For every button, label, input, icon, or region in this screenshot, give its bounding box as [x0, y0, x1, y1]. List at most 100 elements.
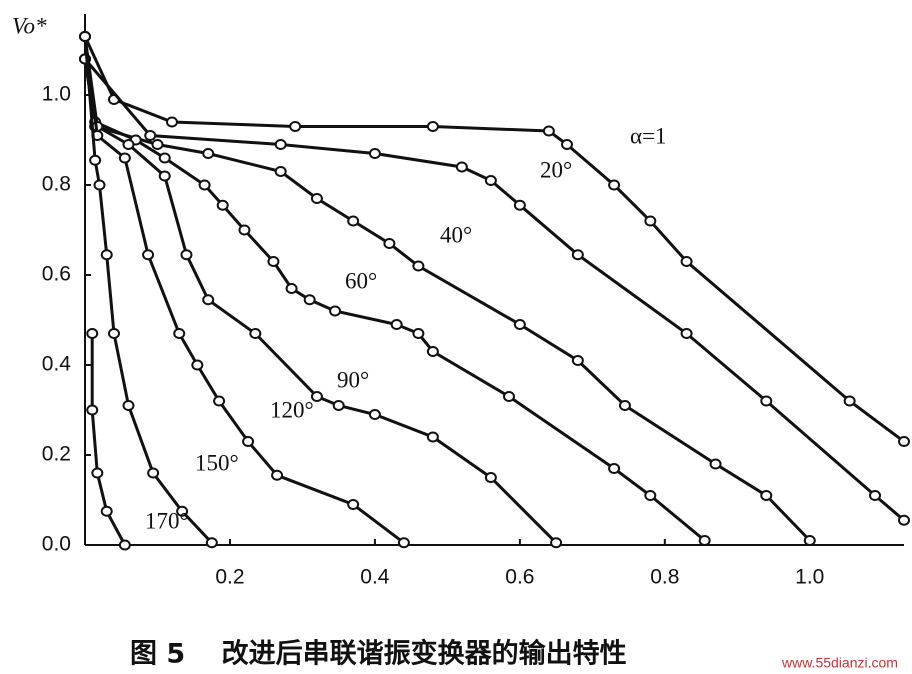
data-point: [898, 514, 910, 526]
curve-label: 20°: [540, 157, 572, 182]
data-point: [93, 179, 106, 191]
curve-label: 60°: [345, 268, 377, 293]
y-tick-label: 0.8: [42, 173, 71, 196]
data-point: [426, 121, 439, 132]
data-point: [158, 152, 171, 164]
x-tick-label: 0.4: [360, 566, 390, 589]
data-point: [571, 355, 584, 366]
data-point: [698, 535, 711, 546]
curve-label: 90°: [337, 367, 369, 392]
data-point: [202, 294, 215, 306]
data-point: [86, 404, 99, 416]
data-point: [122, 400, 135, 411]
data-point: [484, 175, 497, 186]
data-point: [680, 328, 693, 339]
data-point: [618, 400, 631, 411]
data-point: [249, 328, 262, 339]
data-point: [869, 490, 882, 501]
data-point: [289, 121, 302, 132]
y-axis-label: Vo*: [12, 13, 47, 38]
data-point: [397, 537, 410, 549]
series-line: [83, 36, 558, 544]
caption: 图 5 改进后串联谐振变换器的输出特性: [130, 638, 627, 670]
watermark: www.55dianzi.com: [781, 655, 898, 671]
data-point: [118, 152, 131, 164]
data-point: [158, 170, 171, 182]
data-point: [608, 179, 621, 191]
data-point: [267, 256, 280, 267]
y-tick-label: 0.2: [42, 443, 71, 466]
data-point: [608, 463, 621, 474]
data-point: [147, 467, 160, 479]
curve-label: 40°: [440, 222, 472, 247]
data-point: [303, 294, 316, 306]
data-point: [542, 125, 555, 137]
curve-label: 150°: [195, 450, 239, 475]
data-point: [680, 256, 693, 267]
data-point: [271, 469, 284, 481]
x-tick-label: 0.8: [650, 566, 679, 589]
data-point: [79, 31, 91, 42]
data-point: [310, 193, 323, 204]
data-point: [100, 505, 113, 517]
curve-label: 170°: [145, 508, 189, 533]
data-point: [274, 166, 287, 177]
data-point: [843, 395, 856, 407]
data-point: [107, 328, 120, 339]
data-point: [455, 161, 468, 173]
data-point: [709, 458, 722, 470]
data-point: [644, 490, 657, 501]
data-point: [205, 537, 218, 549]
data-point: [191, 359, 204, 371]
data-point: [216, 199, 229, 211]
data-point: [122, 139, 135, 150]
series-line: [83, 35, 905, 443]
y-tick-label: 0.4: [42, 353, 72, 376]
data-point: [242, 436, 255, 447]
data-point: [484, 472, 497, 483]
data-point: [165, 116, 178, 128]
data-point: [571, 249, 584, 261]
data-point: [760, 490, 773, 501]
y-tick-label: 0.6: [42, 263, 71, 286]
data-point: [310, 391, 323, 402]
data-point: [173, 328, 186, 339]
data-point: [144, 130, 157, 141]
data-point: [151, 139, 164, 150]
data-point: [368, 409, 381, 420]
data-point: [383, 238, 396, 249]
x-tick-label: 0.2: [215, 566, 244, 589]
data-point: [898, 436, 910, 447]
data-point: [329, 305, 342, 317]
data-point: [412, 260, 425, 272]
data-point: [426, 431, 439, 443]
data-point: [176, 505, 189, 517]
data-point: [560, 139, 573, 150]
data-point: [91, 467, 104, 479]
curve-label: 120°: [270, 397, 314, 422]
series-line: [83, 58, 811, 542]
data-point: [502, 391, 515, 402]
x-tick-label: 0.6: [505, 566, 534, 589]
data-point: [513, 319, 526, 330]
data-point: [644, 215, 657, 227]
data-point: [198, 179, 211, 191]
data-point: [760, 395, 773, 407]
data-point: [426, 346, 439, 357]
data-point: [368, 148, 381, 159]
series-line: [83, 58, 905, 522]
data-point: [332, 400, 345, 411]
data-point: [180, 249, 193, 261]
data-point: [390, 319, 403, 330]
data-point: [550, 537, 563, 549]
data-point: [100, 249, 113, 261]
data-point: [347, 215, 360, 227]
y-tick-label: 0.0: [42, 533, 71, 556]
data-point: [202, 148, 215, 159]
data-point: [142, 249, 155, 261]
data-point: [238, 224, 251, 236]
x-tick-label: 1.0: [795, 566, 824, 589]
data-point: [347, 499, 360, 510]
curve-label: α=1: [630, 123, 667, 148]
